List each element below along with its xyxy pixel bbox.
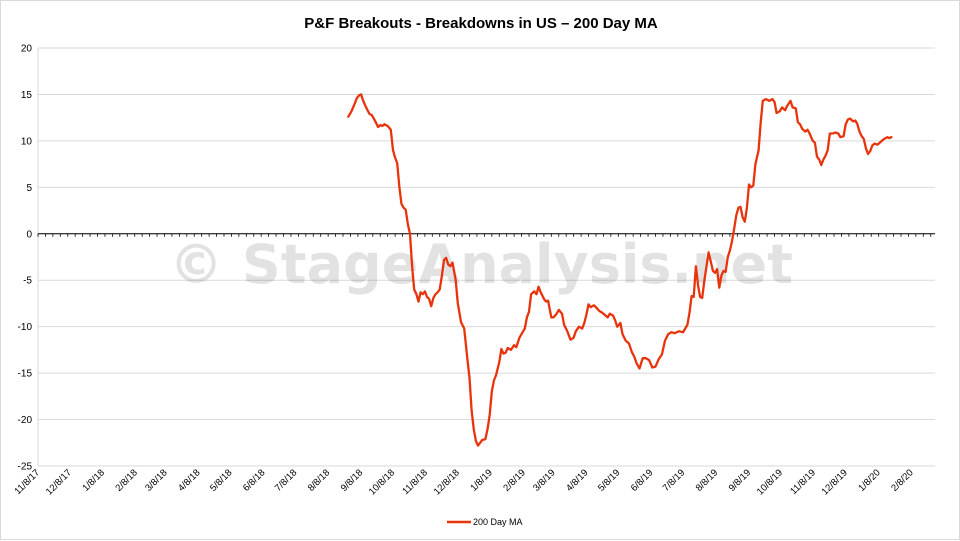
x-tick-label: 12/8/19 <box>820 467 850 497</box>
series-line-200-day-ma <box>347 93 893 447</box>
x-tick-label: 10/8/19 <box>755 467 785 497</box>
x-tick-label: 8/8/19 <box>694 467 720 493</box>
y-axis-ticks: 20 15 10 5 0 -5 -10 -15 -20 -25 <box>18 44 33 473</box>
legend-label-200-day-ma: 200 Day MA <box>473 517 523 527</box>
x-tick-label: 2/8/20 <box>889 467 915 493</box>
y-tick-label: 20 <box>21 44 33 55</box>
y-tick-label: 0 <box>26 229 32 240</box>
watermark-text: © StageAnalysis.net <box>169 233 793 296</box>
y-tick-label: 5 <box>26 183 32 194</box>
y-tick-label: 15 <box>21 90 33 101</box>
x-tick-label: 2/8/19 <box>501 467 527 493</box>
x-tick-label: 9/8/18 <box>339 467 365 493</box>
x-tick-label: 10/8/18 <box>367 467 397 497</box>
y-tick-label: -5 <box>23 276 32 287</box>
x-tick-label: 7/8/18 <box>273 467 299 493</box>
x-tick-label: 1/8/20 <box>856 467 882 493</box>
x-tick-label: 7/8/19 <box>661 467 687 493</box>
y-tick-label: -20 <box>18 415 33 426</box>
x-tick-label: 11/8/18 <box>400 467 430 497</box>
series-layer <box>347 93 893 447</box>
x-tick-label: 1/8/19 <box>468 467 494 493</box>
x-tick-label: 3/8/19 <box>531 467 557 493</box>
x-tick-label: 12/8/17 <box>44 467 74 497</box>
x-tick-label: 6/8/18 <box>241 467 267 493</box>
x-tick-label: 12/8/18 <box>432 467 462 497</box>
x-tick-label: 11/8/19 <box>788 467 818 497</box>
x-tick-label: 8/8/18 <box>306 467 332 493</box>
y-tick-label: 10 <box>21 136 33 147</box>
legend: 200 Day MA <box>447 517 523 527</box>
chart-title: P&F Breakouts - Breakdowns in US – 200 D… <box>304 15 658 32</box>
x-tick-label: 5/8/19 <box>596 467 622 493</box>
x-tick-label: 6/8/19 <box>629 467 655 493</box>
x-tick-label: 4/8/19 <box>564 467 590 493</box>
x-tick-label: 5/8/18 <box>208 467 234 493</box>
y-tick-label: -25 <box>18 462 33 473</box>
x-tick-label: 3/8/18 <box>143 467 169 493</box>
x-tick-label: 9/8/19 <box>727 467 753 493</box>
x-tick-label: 1/8/18 <box>80 467 106 493</box>
y-tick-label: -10 <box>18 322 33 333</box>
y-tick-label: -15 <box>18 369 33 380</box>
x-tick-label: 2/8/18 <box>113 467 139 493</box>
x-tick-label: 4/8/18 <box>176 467 202 493</box>
